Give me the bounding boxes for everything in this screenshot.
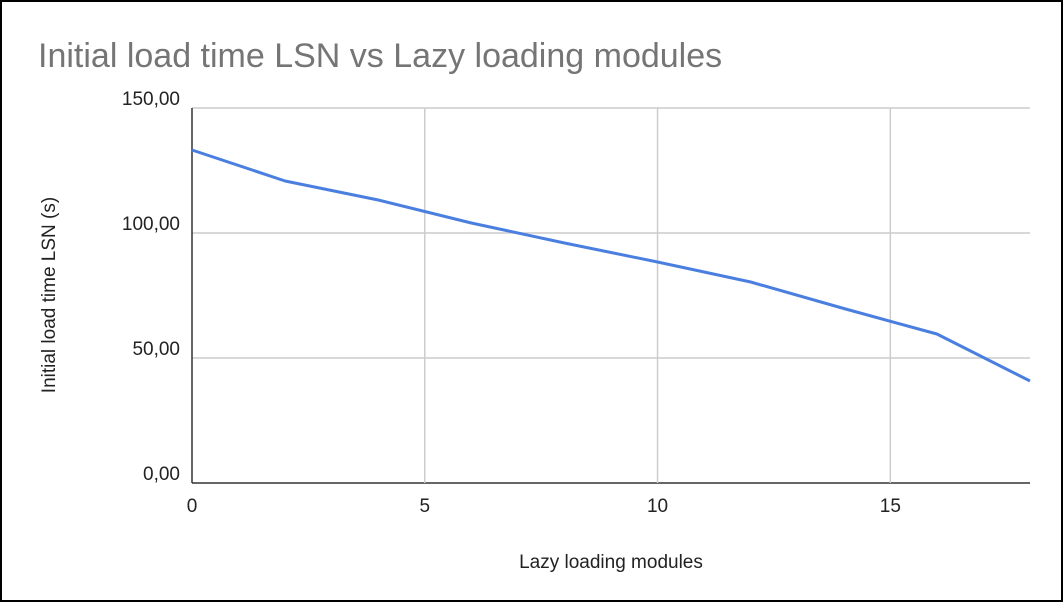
chart-title: Initial load time LSN vs Lazy loading mo… [38,37,722,75]
y-tick-label: 100,00 [122,214,180,235]
x-tick-label: 5 [419,496,430,517]
x-tick-label: 15 [880,496,901,517]
x-tick-label: 0 [187,496,198,517]
y-tick-label: 0,00 [143,464,180,485]
x-tick-label: 10 [647,496,668,517]
x-axis-label: Lazy loading modules [519,552,703,573]
data-line [191,148,1031,383]
y-tick-label: 50,00 [132,339,180,360]
y-tick-label: 150,00 [122,89,180,110]
y-axis-label: Initial load time LSN (s) [39,197,60,393]
